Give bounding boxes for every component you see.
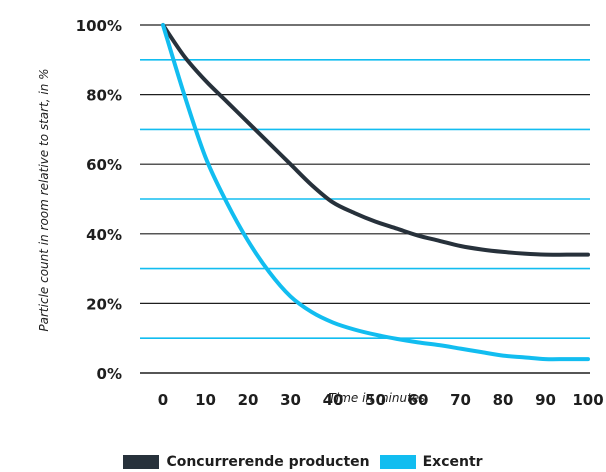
x-tick-labels: 0 10 20 30 40 50 60 70 80 90 100 bbox=[158, 391, 604, 409]
x-tick-label: 90 bbox=[535, 391, 556, 409]
x-tick-label: 20 bbox=[238, 391, 259, 409]
x-tick-label: 60 bbox=[408, 391, 429, 409]
y-tick-label: 80% bbox=[86, 87, 122, 105]
series-line-0 bbox=[161, 23, 590, 257]
legend-label-concurrerende-producten: Concurrerende producten bbox=[166, 454, 370, 470]
legend-item-concurrerende-producten: Concurrerende producten bbox=[123, 454, 370, 470]
x-axis-title: Time in minutes bbox=[329, 391, 426, 405]
legend-item-excentr: Excentr bbox=[379, 454, 483, 470]
y-tick-label: 40% bbox=[86, 226, 122, 244]
x-tick-label: 30 bbox=[280, 391, 301, 409]
x-tick-label: 70 bbox=[450, 391, 471, 409]
y-tick-label: 60% bbox=[86, 156, 122, 174]
legend-label-excentr: Excentr bbox=[422, 454, 483, 470]
gridlines bbox=[140, 24, 590, 340]
legend-swatch-dark bbox=[123, 455, 160, 469]
x-tick-label: 100 bbox=[572, 391, 603, 409]
y-tick-label: 100% bbox=[76, 17, 122, 35]
y-tick-label: 0% bbox=[97, 365, 122, 383]
legend-swatch-cyan bbox=[379, 455, 416, 469]
x-tick-label: 50 bbox=[365, 391, 386, 409]
y-tick-labels: 0% 20% 40% 60% 80% 100% bbox=[76, 17, 122, 383]
y-axis-title: Particle count in room relative to start… bbox=[37, 68, 51, 331]
x-tick-label: 0 bbox=[158, 391, 168, 409]
y-tick-label: 20% bbox=[86, 295, 122, 313]
series-lines bbox=[161, 23, 590, 362]
x-tick-label: 80 bbox=[493, 391, 514, 409]
x-tick-label: 40 bbox=[323, 391, 344, 409]
legend: Concurrerende producten Excentr bbox=[0, 452, 606, 472]
series-line-1 bbox=[161, 23, 590, 362]
x-tick-label: 10 bbox=[195, 391, 216, 409]
